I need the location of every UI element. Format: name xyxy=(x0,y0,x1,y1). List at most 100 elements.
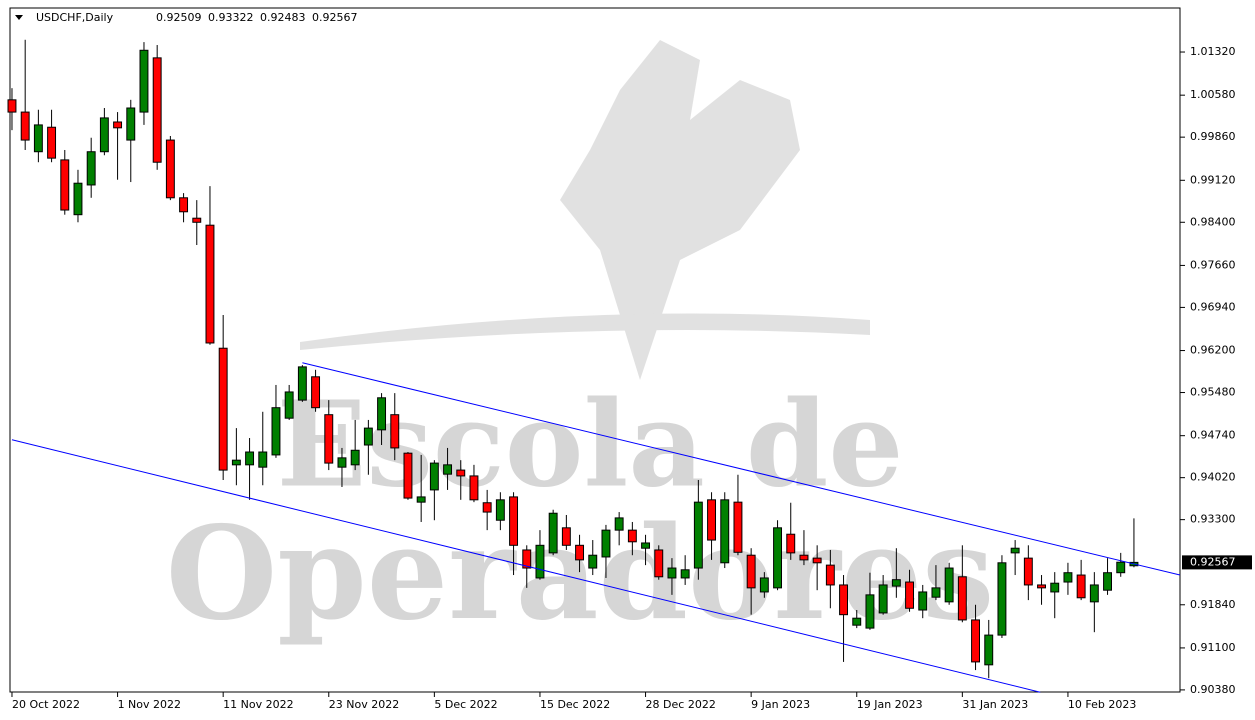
candle-body xyxy=(1011,548,1019,553)
candle-body xyxy=(470,476,478,500)
candle-body xyxy=(87,152,95,185)
y-tick-label: 0.91100 xyxy=(1190,641,1236,654)
y-tick-label: 0.97660 xyxy=(1190,258,1236,271)
candle-body xyxy=(906,582,914,608)
candle-body xyxy=(1051,583,1059,592)
candle-body xyxy=(298,367,306,400)
y-tick-label: 0.96940 xyxy=(1190,300,1236,313)
x-tick-label: 15 Dec 2022 xyxy=(540,698,610,711)
candle-body xyxy=(866,595,874,628)
candle-body xyxy=(760,578,768,592)
x-tick-label: 28 Dec 2022 xyxy=(646,698,716,711)
candle-body xyxy=(708,500,716,540)
x-tick-label: 11 Nov 2022 xyxy=(223,698,293,711)
candle-body xyxy=(615,518,623,530)
candle-body xyxy=(417,497,425,502)
candle-body xyxy=(364,428,372,445)
y-tick-label: 0.94740 xyxy=(1190,429,1236,442)
candle-body xyxy=(1024,558,1032,585)
candle-body xyxy=(219,348,227,470)
y-tick-label: 1.00580 xyxy=(1190,88,1236,101)
candle-body xyxy=(193,218,201,222)
candle-body xyxy=(840,585,848,615)
candle-body xyxy=(140,50,148,112)
candle-body xyxy=(325,415,333,463)
header-close: 0.92567 xyxy=(312,11,358,24)
y-tick-label: 0.99860 xyxy=(1190,130,1236,143)
price-box-label: 0.92567 xyxy=(1190,555,1236,568)
candle-body xyxy=(391,415,399,448)
candle-body xyxy=(272,408,280,455)
y-tick-label: 0.91840 xyxy=(1190,598,1236,611)
header-open: 0.92509 xyxy=(156,11,202,24)
candle-body xyxy=(74,183,82,214)
y-tick-label: 0.93300 xyxy=(1190,513,1236,526)
candle-body xyxy=(826,565,834,585)
candle-body xyxy=(972,620,980,662)
y-tick-label: 0.94020 xyxy=(1190,471,1236,484)
candle-body xyxy=(127,108,135,140)
candle-body xyxy=(813,558,821,563)
symbol-title: USDCHF,Daily xyxy=(36,11,114,24)
candle-body xyxy=(576,545,584,560)
candle-body xyxy=(483,503,491,512)
candle-body xyxy=(1064,573,1072,582)
candle-body xyxy=(444,465,452,474)
candle-body xyxy=(668,568,676,578)
candle-body xyxy=(734,502,742,552)
y-tick-label: 0.98400 xyxy=(1190,215,1236,228)
candle-body xyxy=(787,534,795,553)
candle-body xyxy=(721,500,729,563)
y-tick-label: 0.95480 xyxy=(1190,386,1236,399)
candle-body xyxy=(549,513,557,553)
candle-body xyxy=(21,112,29,140)
candle-body xyxy=(180,198,188,212)
candle-body xyxy=(919,592,927,610)
candle-body xyxy=(430,463,438,490)
candle-body xyxy=(312,377,320,408)
candle-body xyxy=(457,470,465,476)
candle-body xyxy=(747,555,755,588)
candle-body xyxy=(351,450,359,465)
candle-body xyxy=(562,528,570,545)
candle-body xyxy=(100,118,108,152)
candle-body xyxy=(945,568,953,602)
y-tick-label: 1.01320 xyxy=(1190,45,1236,58)
chart: Escola deOperadores 1.013201.005800.9986… xyxy=(0,0,1255,716)
candle-body xyxy=(338,458,346,467)
x-tick-label: 5 Dec 2022 xyxy=(434,698,497,711)
candle-body xyxy=(232,460,240,465)
x-tick-label: 31 Jan 2023 xyxy=(962,698,1028,711)
candle-body xyxy=(694,502,702,568)
candle-body xyxy=(48,127,56,158)
header-low: 0.92483 xyxy=(260,11,306,24)
candle-body xyxy=(879,585,887,613)
x-tick-label: 19 Jan 2023 xyxy=(857,698,923,711)
candle-body xyxy=(114,122,122,128)
candle-body xyxy=(655,550,663,577)
header-high: 0.93322 xyxy=(208,11,254,24)
y-tick-label: 0.90380 xyxy=(1190,683,1236,696)
x-tick-label: 9 Jan 2023 xyxy=(751,698,810,711)
y-tick-label: 0.99120 xyxy=(1190,173,1236,186)
candle-body xyxy=(998,563,1006,635)
candle-body xyxy=(536,545,544,578)
x-tick-label: 23 Nov 2022 xyxy=(329,698,399,711)
candle-body xyxy=(1090,585,1098,602)
candle-body xyxy=(853,618,861,625)
candle-body xyxy=(985,635,993,665)
candle-body xyxy=(1077,575,1085,598)
candle-body xyxy=(681,570,689,578)
candle-body xyxy=(1038,585,1046,588)
candle-body xyxy=(259,452,267,467)
candle-body xyxy=(958,577,966,620)
candle-body xyxy=(892,580,900,586)
candle-body xyxy=(285,392,293,418)
candle-body xyxy=(206,225,214,343)
candle-body xyxy=(800,555,808,560)
candle-body xyxy=(34,125,42,152)
candle-body xyxy=(8,100,16,112)
x-tick-label: 1 Nov 2022 xyxy=(118,698,181,711)
candle-body xyxy=(589,555,597,568)
page: Escola deOperadores 1.013201.005800.9986… xyxy=(0,0,1255,716)
